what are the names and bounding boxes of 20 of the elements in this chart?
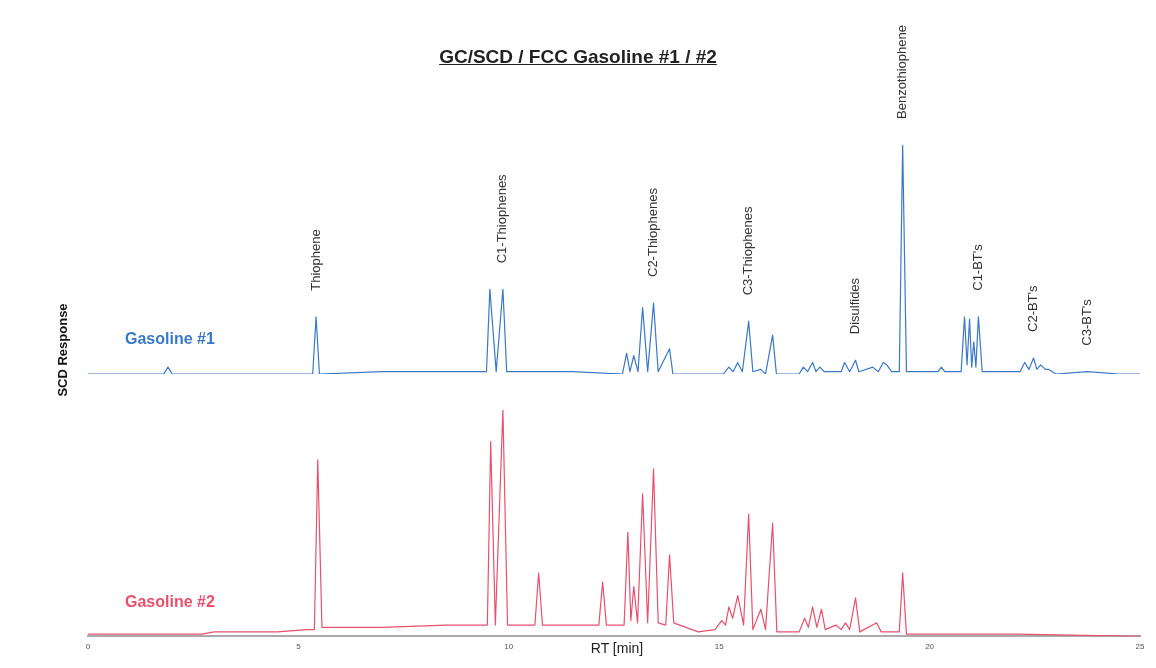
annotation: C3-BT's	[1078, 298, 1094, 346]
x-tick-label: 25	[1135, 642, 1145, 652]
annotation: Benzothiophene	[894, 25, 910, 119]
x-tick-label: 20	[925, 642, 935, 652]
annotation: C3-Thiophenes	[740, 205, 756, 296]
annotation: Disulfides	[847, 277, 863, 335]
annotation: C1-BT's	[969, 243, 985, 291]
annotation: Thiophene	[307, 229, 323, 291]
series-label: Gasoline #2	[125, 592, 215, 610]
annotation: C2-BT's	[1025, 284, 1041, 332]
x-tick-label: 0	[85, 642, 91, 652]
series-label: Gasoline #1	[125, 330, 215, 348]
x-tick-label: 15	[714, 642, 725, 652]
chart-title: GC/SCD / FCC Gasoline #1 / #2	[439, 46, 717, 67]
annotation: C1-Thiophenes	[494, 173, 510, 264]
x-tick-label: 5	[296, 642, 302, 652]
y-axis-title: SCD Response	[54, 303, 70, 397]
annotation: C2-Thiophenes	[645, 187, 661, 278]
x-axis-title: RT [min]	[590, 640, 644, 656]
x-tick-label: 10	[504, 642, 514, 652]
